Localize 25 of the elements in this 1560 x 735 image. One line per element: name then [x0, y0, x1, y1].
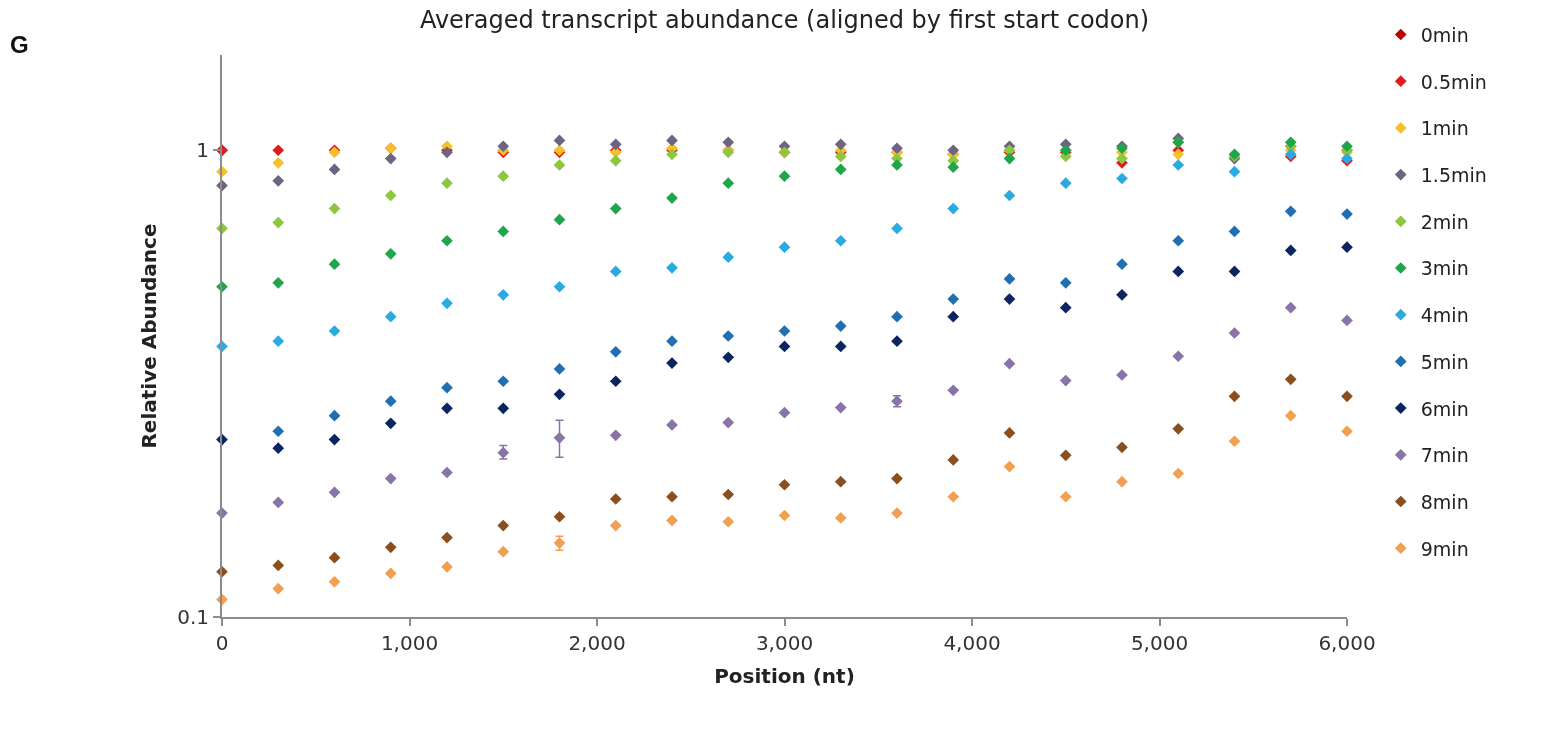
legend-label: 8min	[1420, 490, 1469, 513]
x-tick-label: 2,000	[568, 631, 626, 655]
text: G	[10, 31, 29, 58]
y-tick-label: 0.1	[177, 605, 209, 629]
x-axis-title: Position (nt)	[714, 664, 855, 688]
legend-label: 1.5min	[1420, 164, 1487, 187]
legend-label: 0min	[1420, 23, 1469, 46]
legend-label: 0.5min	[1420, 70, 1487, 93]
legend-label: 7min	[1420, 444, 1469, 467]
legend-label: 4min	[1420, 304, 1469, 327]
x-tick-label: 1,000	[380, 631, 439, 655]
legend-label: 5min	[1420, 350, 1469, 373]
chart-title: Averaged transcript abundance (aligned by first start codon)	[419, 5, 1150, 34]
x-tick-label: 4,000	[943, 631, 1001, 655]
legend-label: 2min	[1420, 210, 1469, 233]
x-tick-label: 6,000	[1318, 631, 1376, 655]
x-tick-label: 0	[215, 631, 229, 655]
legend-label: 6min	[1420, 397, 1469, 420]
x-tick-label: 5,000	[1130, 631, 1189, 655]
y-axis-title: Relative Abundance	[137, 223, 162, 449]
legend-label: 1min	[1420, 117, 1469, 140]
legend-label: 9min	[1420, 537, 1469, 560]
legend-label: 3min	[1420, 257, 1469, 280]
x-tick-label: 3,000	[755, 631, 814, 655]
y-tick-label: 1	[196, 138, 209, 163]
